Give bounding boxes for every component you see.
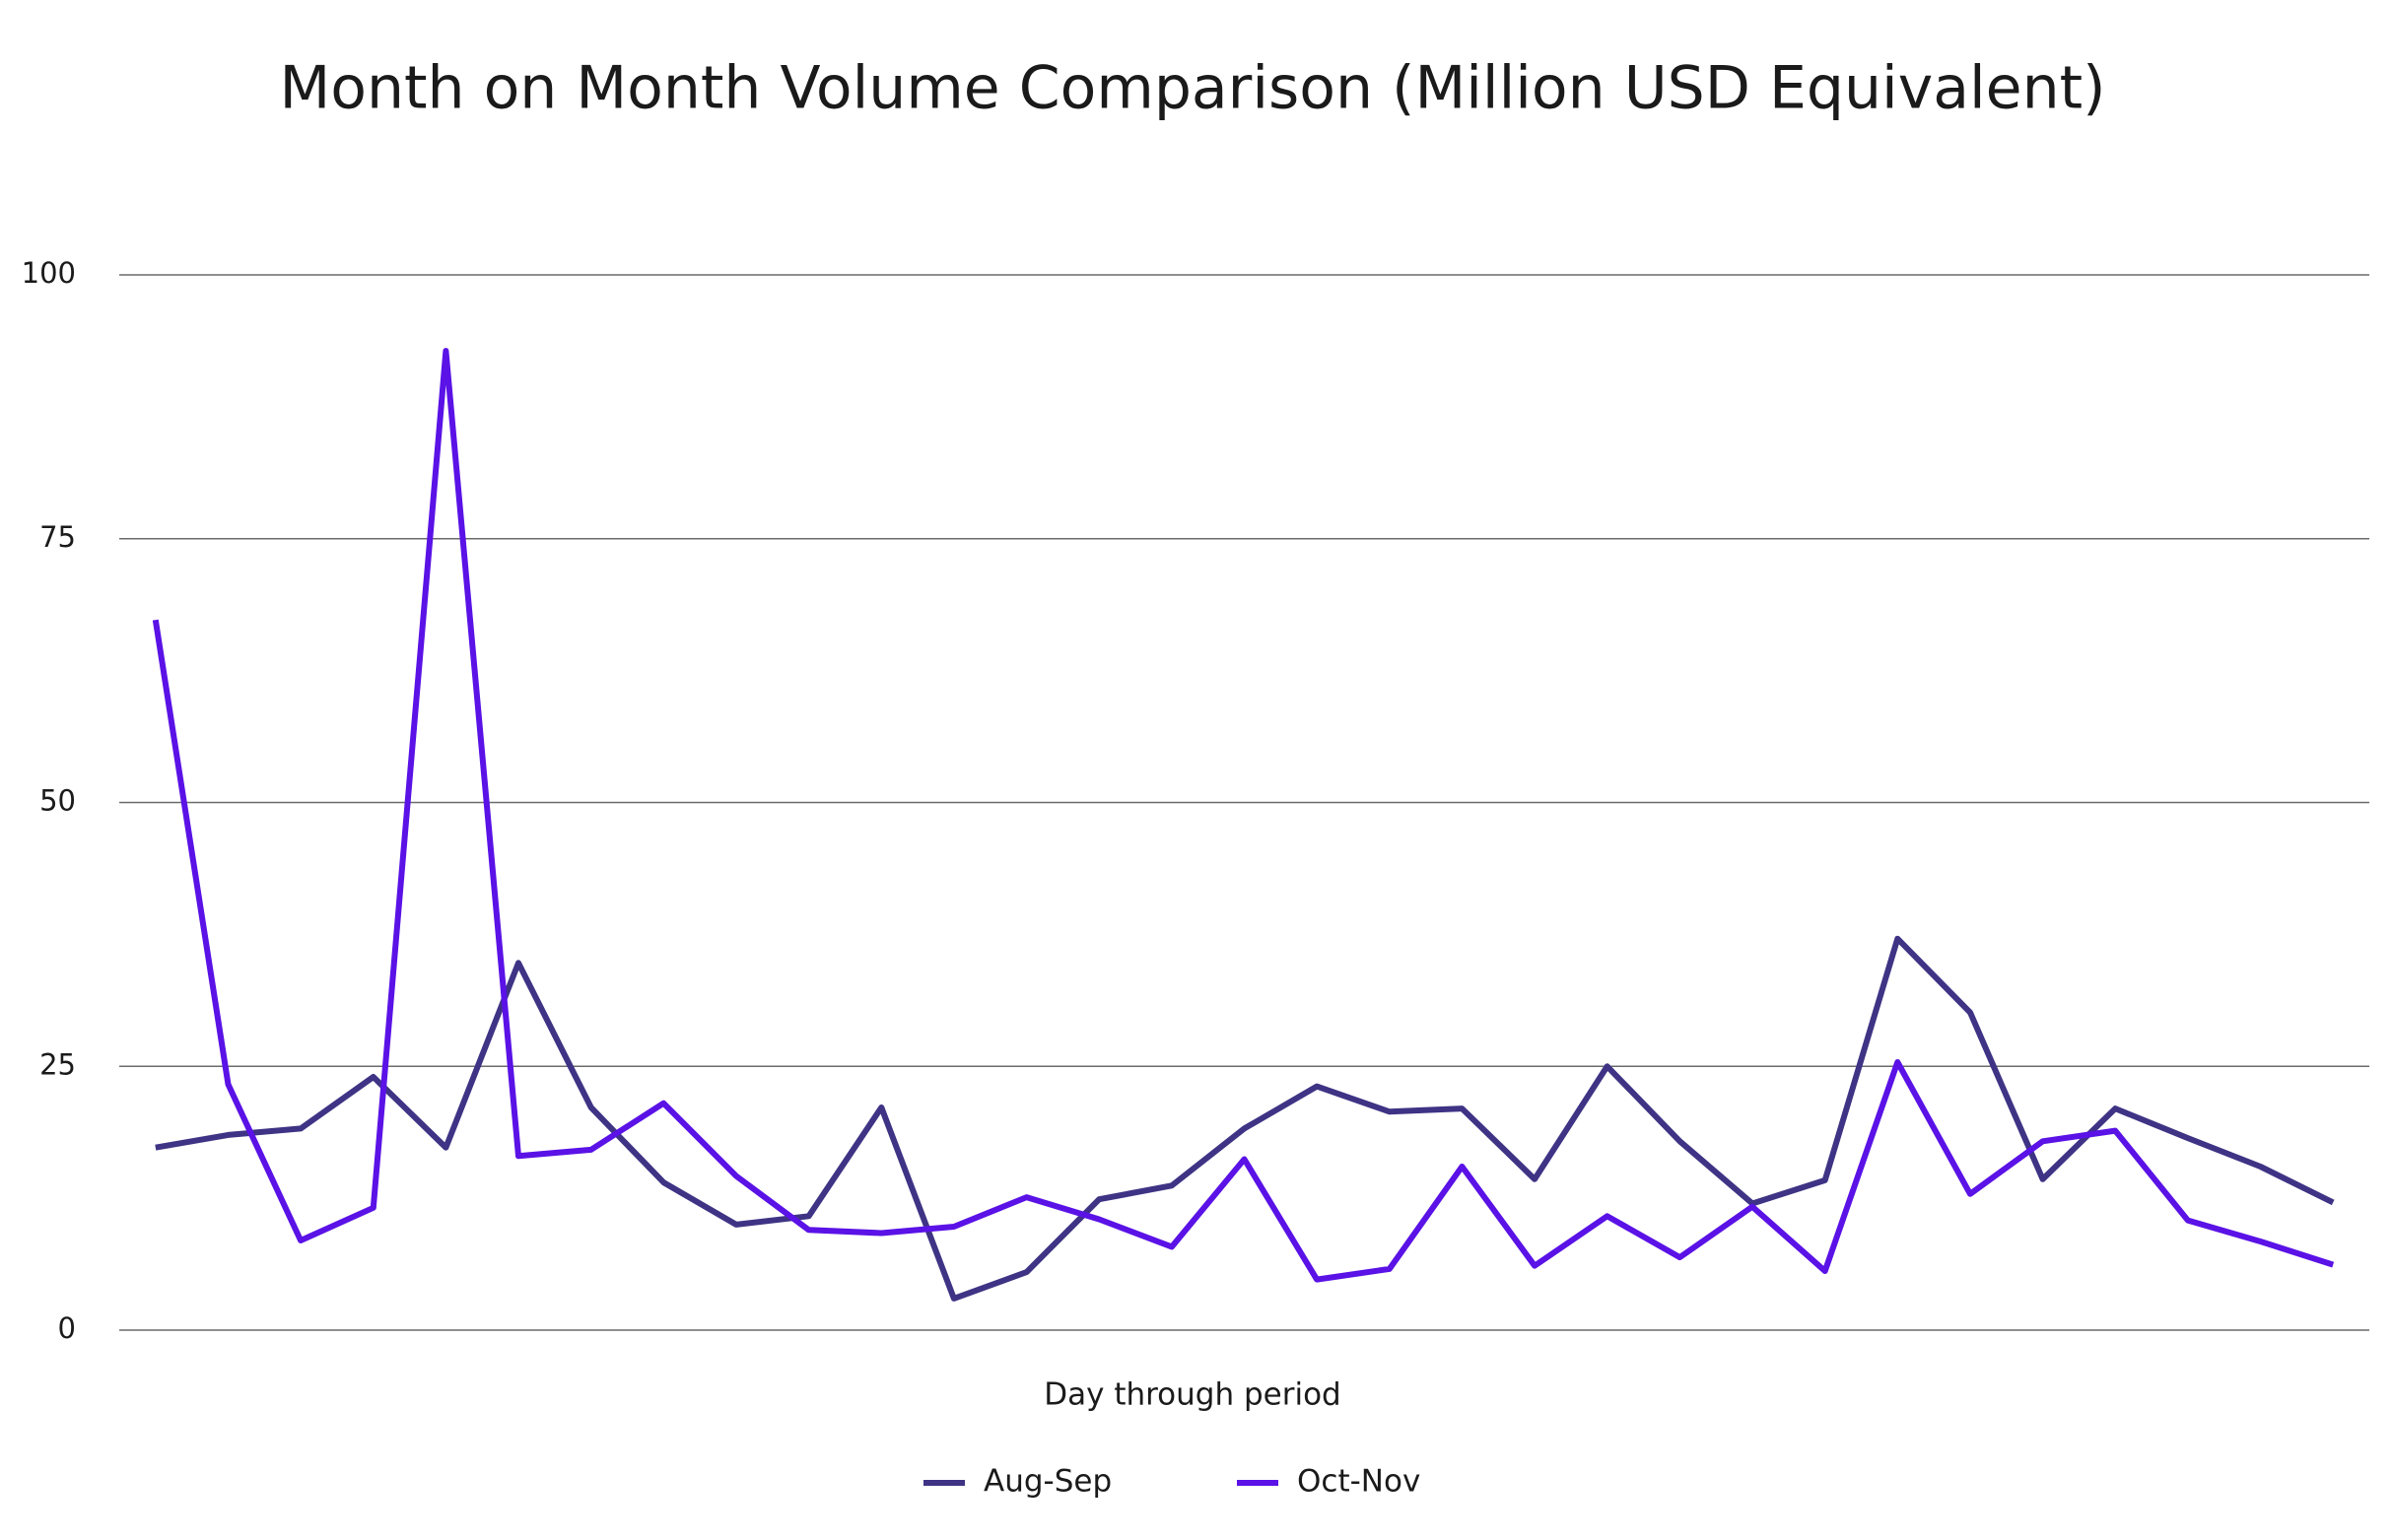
series-line — [155, 935, 2335, 1302]
legend-label: Aug-Sep — [984, 1464, 1112, 1500]
y-tick-label: 75 — [39, 520, 76, 554]
y-tick-label: 0 — [58, 1311, 76, 1345]
series-line — [152, 348, 2335, 1283]
x-axis-label: Day through period — [1044, 1377, 1340, 1413]
y-tick-label: 50 — [39, 784, 76, 818]
chart-title: Month on Month Volume Comparison (Millio… — [279, 54, 2105, 123]
y-tick-label: 100 — [22, 256, 76, 290]
legend-label: Oct-Nov — [1297, 1464, 1420, 1500]
y-tick-label: 25 — [39, 1047, 76, 1081]
